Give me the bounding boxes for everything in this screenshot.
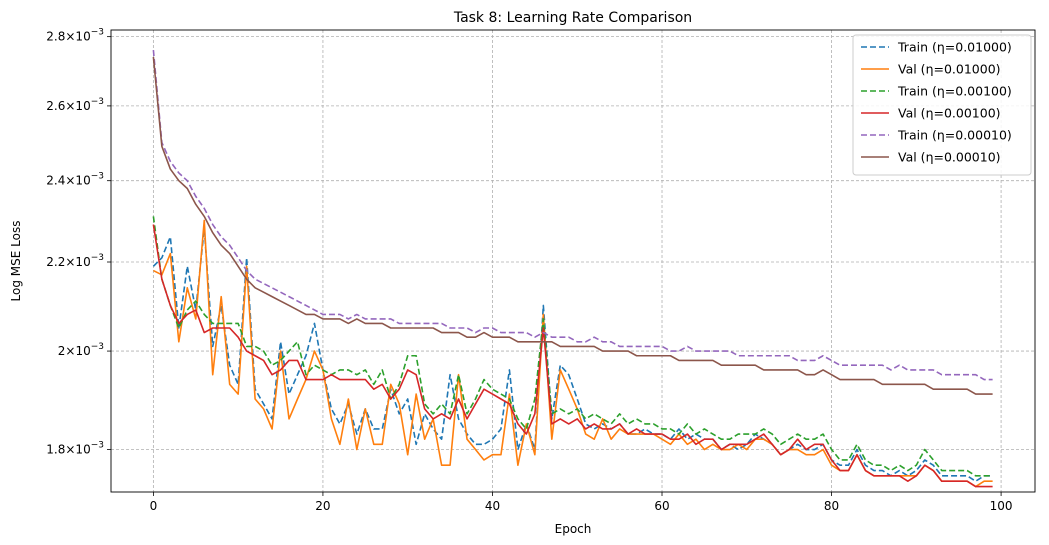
- x-tick-label: 40: [485, 499, 500, 513]
- series-line-2: [152, 216, 993, 477]
- series-line-4: [152, 50, 993, 381]
- x-tick-label: 60: [654, 499, 669, 513]
- y-tick-label: 2.8×10−3: [46, 28, 104, 44]
- x-tick-label: 20: [315, 499, 330, 513]
- y-tick-label: 1.8×10−3: [46, 441, 104, 457]
- y-tick-label: 2.2×10−3: [46, 253, 104, 269]
- legend-label: Val (η=0.01000): [898, 62, 1001, 77]
- x-tick-label: 100: [990, 499, 1013, 513]
- x-tick-label: 0: [150, 499, 158, 513]
- y-tick-label: 2.6×10−3: [46, 97, 104, 113]
- x-axis-ticks: 0 20 40 60 80 100: [150, 492, 1013, 513]
- series-lines: [152, 50, 993, 488]
- series-line-0: [152, 227, 993, 483]
- legend-label: Train (η=0.00010): [897, 128, 1012, 143]
- series-line-3: [152, 224, 993, 488]
- series-line-5: [152, 56, 993, 395]
- x-tick-label: 80: [824, 499, 839, 513]
- legend-box: [852, 34, 1032, 176]
- y-tick-label: 2.4×10−3: [46, 172, 104, 188]
- legend-label: Val (η=0.00100): [898, 106, 1001, 121]
- legend-label: Train (η=0.01000): [897, 40, 1012, 55]
- x-axis-title: Epoch: [555, 522, 592, 536]
- plot-area-frame: [110, 29, 1036, 493]
- y-axis-ticks: 1.8×10−3 2×10−3 2.2×10−3 2.4×10−3 2.6×10−3 2.…: [46, 28, 111, 457]
- legend-label: Train (η=0.00100): [897, 84, 1012, 99]
- chart-title: Task 8: Learning Rate Comparison: [453, 10, 692, 26]
- legend-label: Val (η=0.00010): [898, 150, 1001, 165]
- legend: Train (η=0.01000) Val (η=0.01000) Train (η…: [852, 34, 1032, 176]
- y-tick-label: 2×10−3: [58, 342, 104, 358]
- y-axis-title: Log MSE Loss: [9, 221, 23, 302]
